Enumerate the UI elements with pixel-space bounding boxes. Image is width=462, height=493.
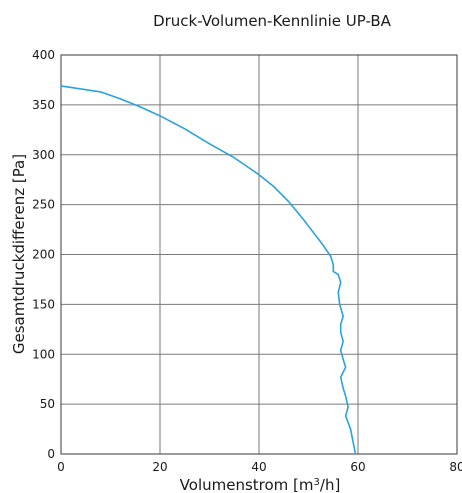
- grid: [61, 55, 457, 454]
- x-axis-title-end: /h]: [320, 476, 340, 493]
- y-axis-title: Gesamtdruckdifferenz [Pa]: [10, 154, 28, 354]
- y-tick-label: 150: [32, 297, 55, 311]
- y-tick-label: 250: [32, 198, 55, 212]
- y-tick-label: 350: [32, 98, 55, 112]
- y-tick-label: 100: [32, 347, 55, 361]
- y-tick-label: 400: [32, 48, 55, 62]
- y-tick-label: 300: [32, 148, 55, 162]
- x-tick-label: 0: [57, 460, 65, 474]
- x-tick-label: 40: [251, 460, 266, 474]
- series-line: [60, 85, 357, 455]
- y-tick-label: 50: [40, 397, 55, 411]
- x-tick-label: 60: [350, 460, 365, 474]
- y-tick-label: 200: [32, 248, 55, 262]
- x-tick-label: 20: [152, 460, 167, 474]
- x-axis-title: Volumenstrom [m3/h]: [180, 476, 341, 493]
- plot-frame: [60, 54, 458, 455]
- x-axis-title-sup: 3: [314, 477, 320, 488]
- series-group: [60, 85, 357, 455]
- x-tick-label: 80: [449, 460, 462, 474]
- chart-title: Druck-Volumen-Kennlinie UP-BA: [153, 12, 392, 30]
- x-axis-title-main: Volumenstrom [m: [180, 476, 314, 493]
- y-tick-labels: 0 50 100 150 200 250 300 350 400: [32, 48, 55, 461]
- x-tick-labels: 0 20 40 60 80: [57, 460, 462, 474]
- y-tick-label: 0: [47, 447, 55, 461]
